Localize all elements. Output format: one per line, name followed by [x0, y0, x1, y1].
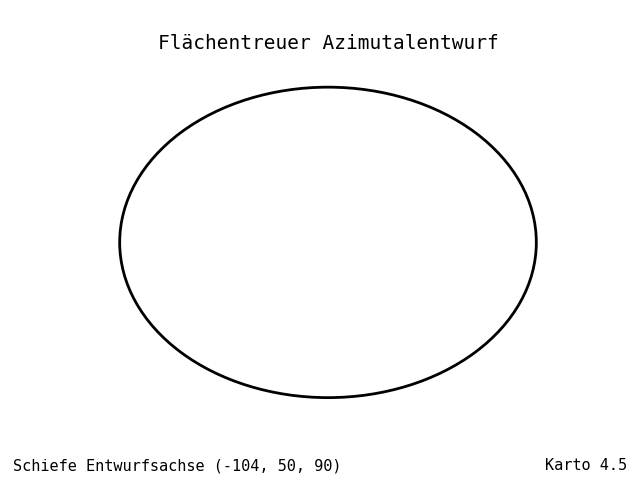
Text: Schiefe Entwurfsachse (-104, 50, 90): Schiefe Entwurfsachse (-104, 50, 90) — [13, 458, 341, 473]
Text: Karto 4.5: Karto 4.5 — [545, 458, 627, 473]
Title: Flächentreuer Azimutalentwurf: Flächentreuer Azimutalentwurf — [157, 34, 499, 53]
